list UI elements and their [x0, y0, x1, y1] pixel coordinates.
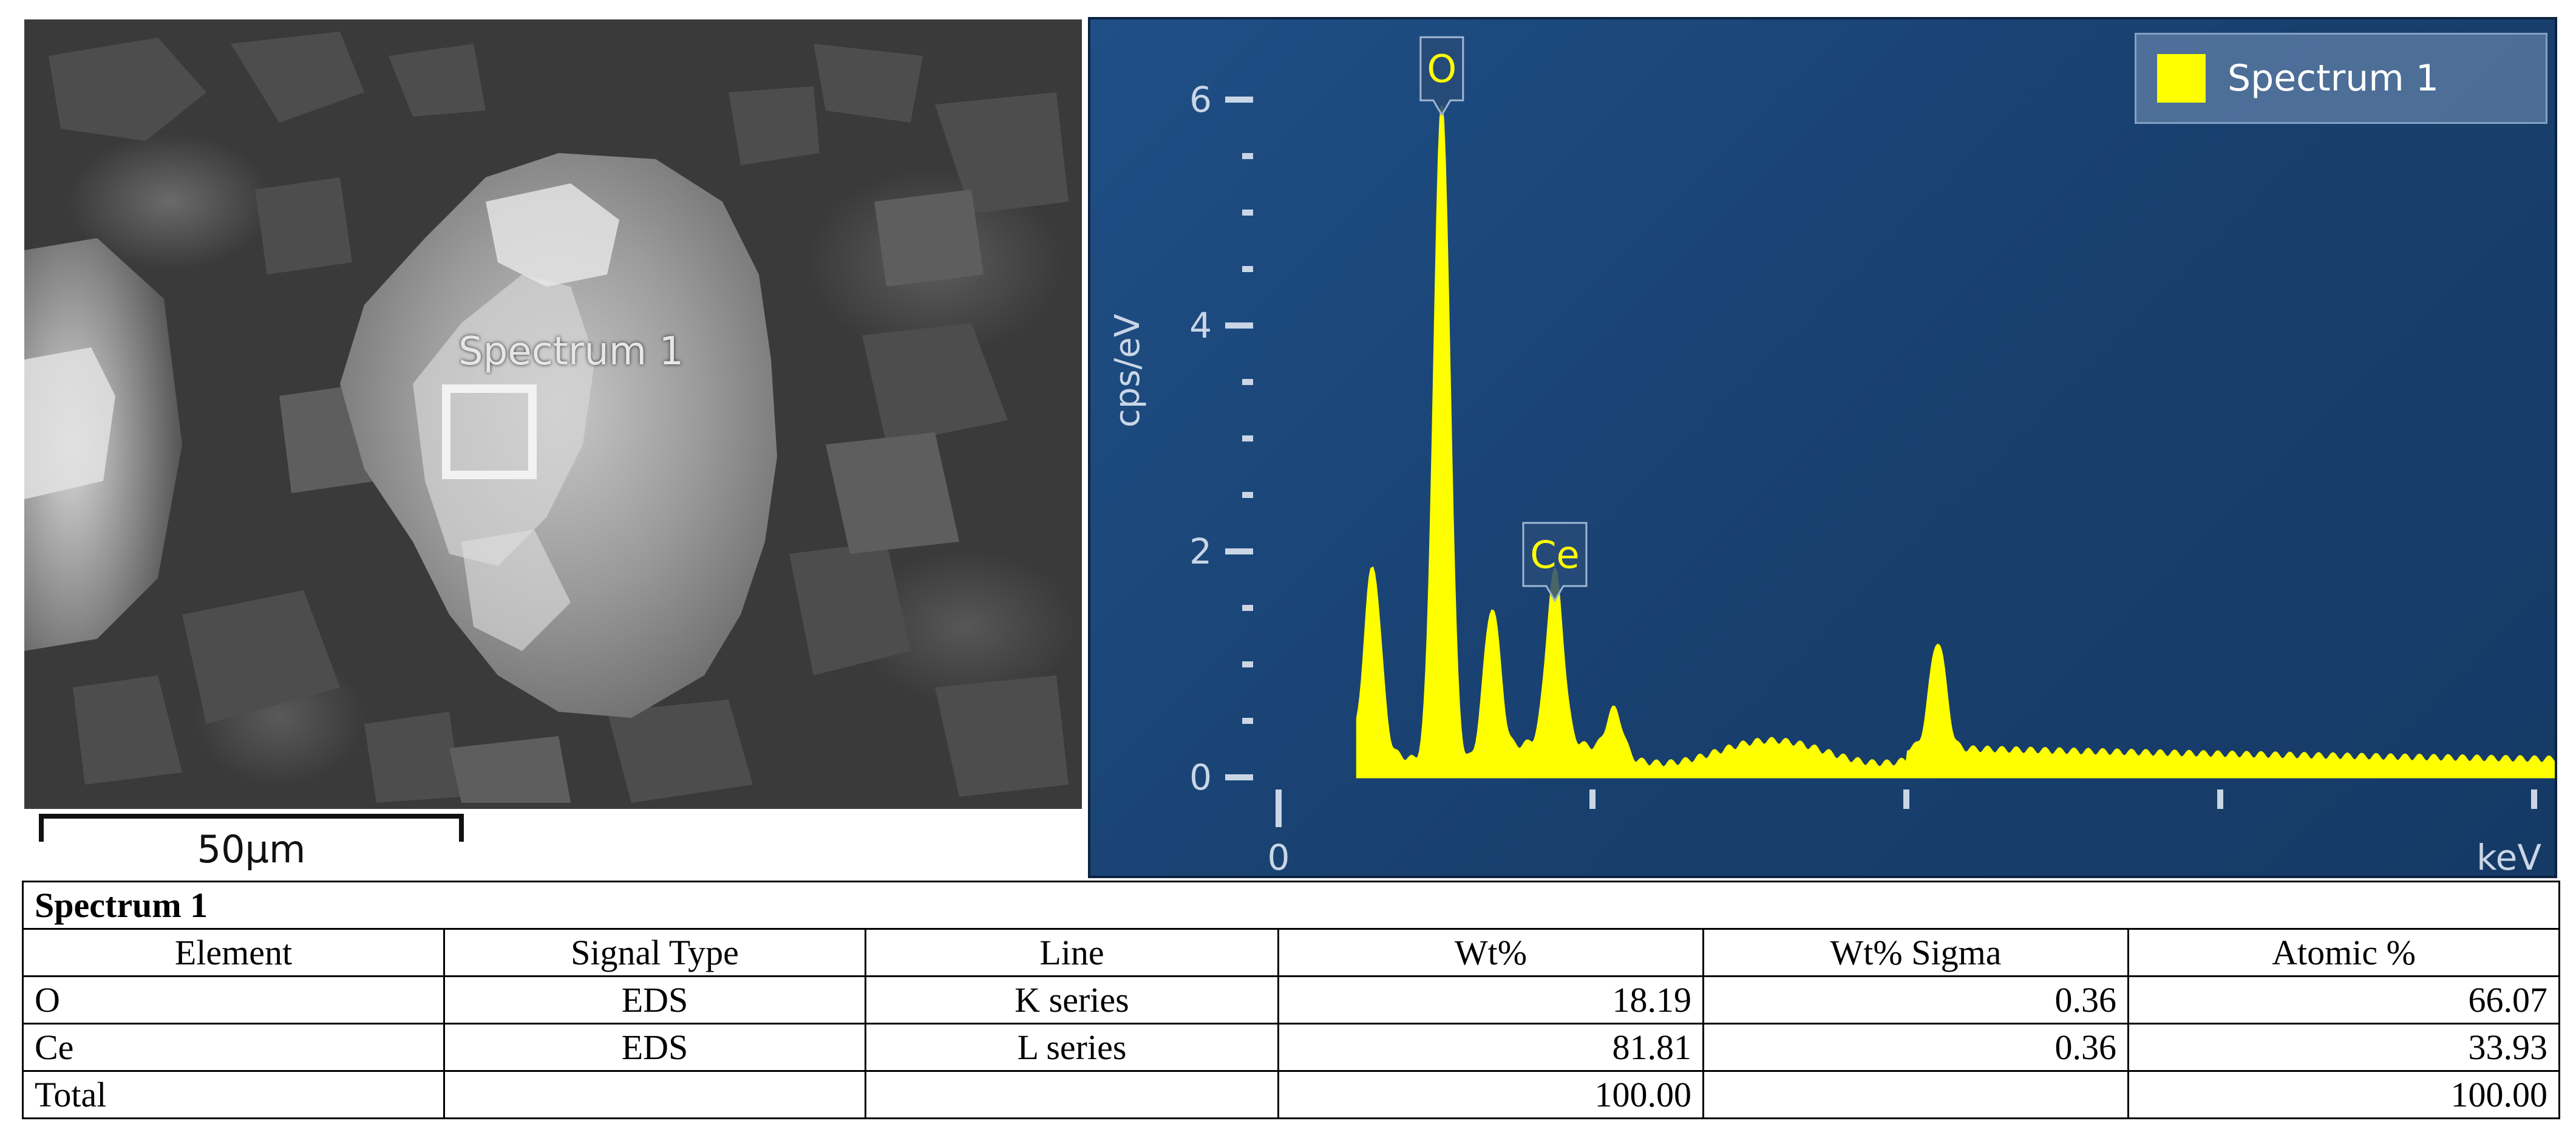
x-tick-label: 0 — [1268, 837, 1290, 876]
legend-swatch — [2157, 54, 2206, 103]
cell-atomic-percent: 33.93 — [2127, 1023, 2561, 1072]
peak-label: O — [1427, 47, 1456, 91]
header-signal-type: Signal Type — [443, 928, 866, 977]
scale-bar — [39, 814, 464, 842]
cell-element: O — [22, 975, 445, 1025]
header-line: Line — [865, 928, 1279, 977]
table-row: O EDS K series 18.19 0.36 66.07 — [22, 975, 2561, 1025]
sem-image: Spectrum 1 — [24, 19, 1082, 809]
y-tick-label: 4 — [1189, 305, 1212, 346]
header-element: Element — [22, 928, 445, 977]
table-row-total: Total 100.00 100.00 — [22, 1070, 2561, 1119]
spectrum-label: Spectrum 1 — [458, 329, 684, 374]
cell-signal-type: EDS — [443, 1023, 866, 1072]
y-tick-label: 6 — [1189, 79, 1212, 120]
peak-annotation: Ce — [1522, 522, 1588, 602]
table-title: Spectrum 1 — [21, 881, 2561, 930]
cell-line: K series — [865, 975, 1279, 1025]
spectrum-selection-box[interactable] — [442, 384, 537, 479]
peak-label-box — [1419, 36, 1464, 117]
cell-signal-type — [443, 1070, 866, 1119]
cell-wt-percent: 100.00 — [1277, 1070, 1704, 1119]
cell-line: L series — [865, 1023, 1279, 1072]
peak-label: Ce — [1530, 533, 1579, 577]
y-tick-label: 2 — [1189, 531, 1212, 572]
table-header-row: Element Signal Type Line Wt% Wt% Sigma A… — [22, 928, 2561, 977]
legend[interactable]: Spectrum 1 — [2135, 33, 2547, 124]
spectrum-series-line — [1356, 105, 2555, 779]
header-wt-percent: Wt% — [1277, 928, 1704, 977]
quantification-table: Spectrum 1 Element Signal Type Line Wt% … — [21, 881, 2561, 1119]
peak-annotation: O — [1419, 36, 1464, 117]
table-row: Ce EDS L series 81.81 0.36 33.93 — [22, 1023, 2561, 1072]
legend-label: Spectrum 1 — [2228, 57, 2439, 100]
cell-element: Ce — [22, 1023, 445, 1072]
sem-particles — [24, 32, 1069, 803]
scale-bar-label: 50µm — [197, 827, 306, 871]
peak-label-box — [1522, 522, 1588, 602]
cell-wt-sigma: 0.36 — [1702, 1023, 2129, 1072]
cell-element: Total — [22, 1070, 445, 1119]
cell-wt-percent: 18.19 — [1277, 975, 1704, 1025]
x-axis-label: keV — [2476, 837, 2541, 876]
y-axis-label: cps/eV — [1108, 314, 1147, 428]
cell-line — [865, 1070, 1279, 1119]
cell-wt-sigma — [1702, 1070, 2129, 1119]
cell-wt-percent: 81.81 — [1277, 1023, 1704, 1072]
table-title-row: Spectrum 1 — [21, 881, 2561, 930]
header-wt-sigma: Wt% Sigma — [1702, 928, 2129, 977]
cell-signal-type: EDS — [443, 975, 866, 1025]
header-atomic-percent: Atomic % — [2127, 928, 2561, 977]
cell-atomic-percent: 100.00 — [2127, 1070, 2561, 1119]
cell-wt-sigma: 0.36 — [1702, 975, 2129, 1025]
y-tick-label: 0 — [1189, 757, 1212, 798]
cell-atomic-percent: 66.07 — [2127, 975, 2561, 1025]
